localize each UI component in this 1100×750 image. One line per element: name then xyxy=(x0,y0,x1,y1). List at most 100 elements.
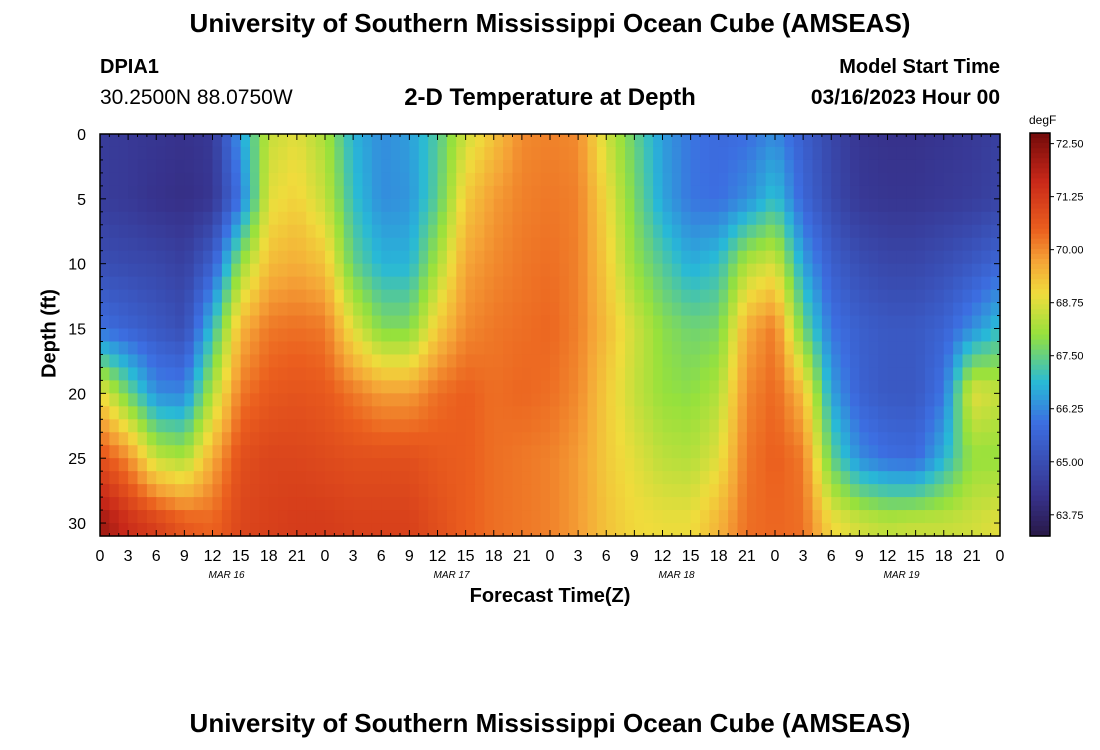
heatmap-cell xyxy=(953,302,964,317)
heatmap-cell xyxy=(793,289,804,304)
heatmap-cell xyxy=(887,237,898,252)
heatmap-cell xyxy=(409,289,420,304)
heatmap-cell xyxy=(784,302,795,317)
heatmap-cell xyxy=(175,185,185,200)
heatmap-cell xyxy=(775,406,785,420)
heatmap-cell xyxy=(765,276,776,291)
x-tick-label: 12 xyxy=(429,548,447,565)
heatmap-cell xyxy=(821,276,832,291)
heatmap-cell xyxy=(606,445,617,459)
heatmap-cell xyxy=(868,484,879,498)
heatmap-cell xyxy=(278,380,289,394)
heatmap-cell xyxy=(878,458,889,472)
heatmap-cell xyxy=(475,185,485,200)
heatmap-cell xyxy=(409,471,420,485)
heatmap-cell xyxy=(671,458,682,472)
heatmap-cell xyxy=(259,471,270,485)
heatmap-cell xyxy=(100,146,110,161)
heatmap-cell xyxy=(681,224,692,239)
heatmap-cell xyxy=(587,276,598,291)
heatmap-cell xyxy=(934,250,945,265)
heatmap-cell xyxy=(793,198,804,213)
heatmap-cell xyxy=(906,354,917,369)
heatmap-cell xyxy=(746,172,757,187)
colorbar-swatch xyxy=(1030,525,1050,532)
heatmap-cell xyxy=(728,263,739,278)
heatmap-cell xyxy=(531,224,542,239)
heatmap-cell xyxy=(231,367,242,381)
heatmap-cell xyxy=(962,211,973,226)
heatmap-cell xyxy=(906,263,917,278)
heatmap-cell xyxy=(146,198,157,213)
heatmap-cell xyxy=(531,328,542,343)
heatmap-cell xyxy=(484,185,495,200)
heatmap-cell xyxy=(671,380,682,394)
heatmap-cell xyxy=(934,432,945,446)
heatmap-cell xyxy=(850,224,860,239)
heatmap-cell xyxy=(334,250,345,265)
heatmap-cell xyxy=(203,159,214,174)
heatmap-cell xyxy=(409,458,420,472)
heatmap-cell xyxy=(418,471,429,485)
heatmap-cell xyxy=(278,289,289,304)
heatmap-cell xyxy=(259,432,270,446)
heatmap-cell xyxy=(343,134,354,148)
heatmap-cell xyxy=(259,198,270,213)
heatmap-cell xyxy=(671,211,682,226)
heatmap-cell xyxy=(700,198,710,213)
heatmap-cell xyxy=(287,159,298,174)
heatmap-cell xyxy=(896,497,907,511)
heatmap-cell xyxy=(887,458,898,472)
heatmap-cell xyxy=(193,250,204,265)
heatmap-cell xyxy=(428,185,439,200)
heatmap-cell xyxy=(212,146,223,161)
heatmap-cell xyxy=(484,354,495,369)
heatmap-cell xyxy=(981,263,992,278)
heatmap-cell xyxy=(643,380,654,394)
heatmap-cell xyxy=(203,185,214,200)
heatmap-cell xyxy=(775,276,785,291)
heatmap-cell xyxy=(690,497,701,511)
heatmap-cell xyxy=(831,458,842,472)
heatmap-cell xyxy=(100,250,110,265)
heatmap-cell xyxy=(325,484,335,498)
heatmap-cell xyxy=(221,510,232,524)
heatmap-cell xyxy=(765,224,776,239)
heatmap-cell xyxy=(203,419,214,433)
colorbar-swatch xyxy=(1030,188,1050,195)
heatmap-cell xyxy=(240,445,251,459)
heatmap-cell xyxy=(109,419,120,433)
heatmap-cell xyxy=(109,393,120,407)
heatmap-cell xyxy=(203,172,214,187)
heatmap-cell xyxy=(475,458,485,472)
heatmap-cell xyxy=(446,497,457,511)
heatmap-cell xyxy=(915,328,926,343)
heatmap-cell xyxy=(728,237,739,252)
heatmap-cell xyxy=(906,185,917,200)
heatmap-cell xyxy=(915,484,926,498)
heatmap-cell xyxy=(784,354,795,369)
heatmap-cell xyxy=(653,172,664,187)
heatmap-cell xyxy=(521,393,532,407)
heatmap-cell xyxy=(596,367,607,381)
colorbar-swatch xyxy=(1030,324,1050,331)
heatmap-cell xyxy=(428,393,439,407)
x-tick-label: 12 xyxy=(879,548,897,565)
colorbar-tick-label: 70.00 xyxy=(1056,245,1084,257)
heatmap-cell xyxy=(128,510,139,524)
heatmap-cell xyxy=(287,523,298,537)
heatmap-cell xyxy=(240,328,251,343)
colorbar-swatch xyxy=(1030,440,1050,446)
heatmap-cell xyxy=(268,289,279,304)
heatmap-cell xyxy=(578,419,589,433)
heatmap-cell xyxy=(784,159,795,174)
heatmap-cell xyxy=(990,289,1001,304)
heatmap-cell xyxy=(906,146,917,161)
heatmap-cell xyxy=(325,471,335,485)
heatmap-cell xyxy=(203,237,214,252)
heatmap-cell xyxy=(146,211,157,226)
heatmap-cell xyxy=(550,328,560,343)
heatmap-cell xyxy=(643,250,654,265)
heatmap-cell xyxy=(334,134,345,148)
heatmap-cell xyxy=(325,406,335,420)
